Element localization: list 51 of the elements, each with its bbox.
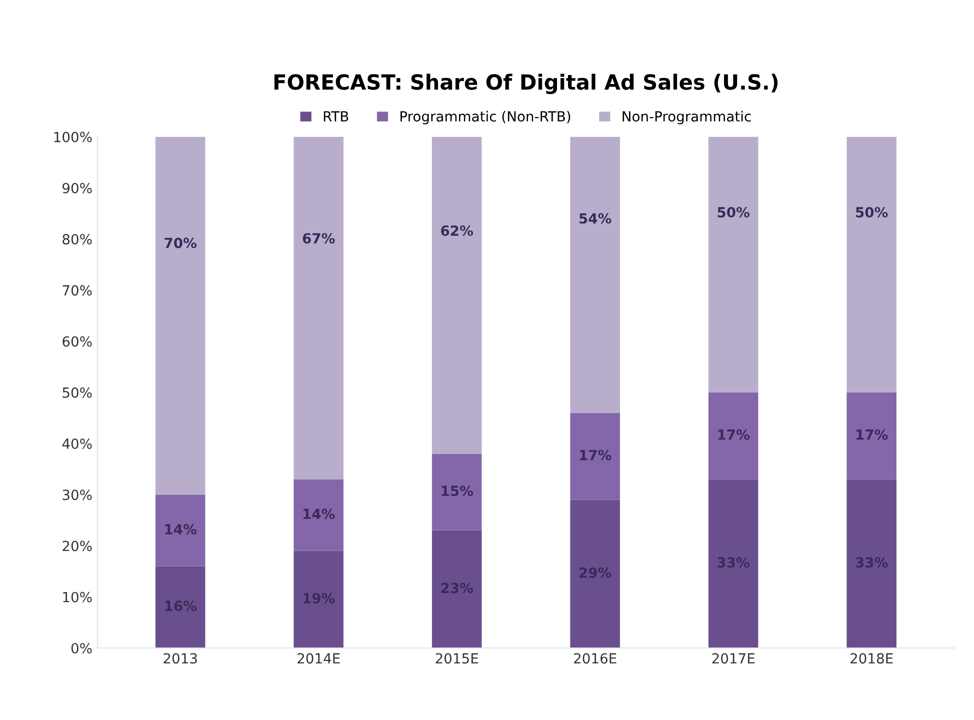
bar [708, 136, 758, 392]
bar [432, 530, 482, 648]
bar [294, 136, 344, 480]
bar [570, 136, 620, 413]
bar [570, 412, 620, 500]
bar [432, 136, 482, 454]
bar [155, 494, 206, 566]
data-label: 17% [580, 450, 612, 460]
y-tick-label: 30% [62, 490, 92, 500]
bar [155, 566, 206, 648]
bar [708, 392, 758, 480]
y-tick-label: 20% [62, 540, 92, 552]
legend-label: Non-Programmatic [622, 110, 751, 124]
bar [294, 550, 344, 648]
bar [294, 479, 344, 551]
legend-label: RTB [324, 111, 348, 122]
data-label: 54% [580, 213, 612, 224]
x-tick-label: 2014E [298, 653, 340, 664]
y-tick-label: 100% [54, 132, 92, 142]
y-tick-label: 60% [62, 336, 92, 347]
bar [432, 454, 482, 530]
x-tick-label: 2015E [436, 653, 478, 664]
bar [570, 500, 620, 648]
chart-title: FORECAST: Share Of Digital Ad Sales (U.S.) [274, 74, 778, 94]
data-label: 14% [165, 524, 197, 534]
data-label: 67% [302, 233, 335, 244]
data-label: 62% [441, 225, 474, 236]
y-tick-label: 10% [63, 592, 92, 602]
data-label: 70% [164, 238, 197, 248]
bar [846, 136, 896, 392]
x-tick-label: 2017E [712, 653, 754, 664]
bar [155, 136, 206, 495]
x-tick-label: 2013 [164, 653, 197, 664]
data-label: 50% [718, 207, 750, 218]
bar [846, 479, 896, 648]
y-tick-label: 90% [62, 182, 92, 194]
data-label: 17% [718, 429, 750, 440]
data-label: 50% [856, 207, 888, 218]
data-label: 15% [442, 486, 474, 496]
y-tick-label: 50% [62, 387, 92, 398]
x-tick-label: 2018E [850, 653, 893, 664]
data-label: 17% [856, 429, 888, 440]
y-tick-label: 70% [62, 285, 92, 296]
x-tick-label: 2016E [574, 653, 616, 664]
bar [846, 392, 896, 480]
legend-label: Programmatic (Non-RTB) [400, 110, 570, 124]
data-label: 14% [304, 508, 335, 520]
y-tick-label: 40% [62, 438, 92, 449]
bar [708, 479, 758, 648]
y-tick-label: 0% [71, 642, 92, 654]
y-tick-label: 80% [62, 234, 92, 245]
